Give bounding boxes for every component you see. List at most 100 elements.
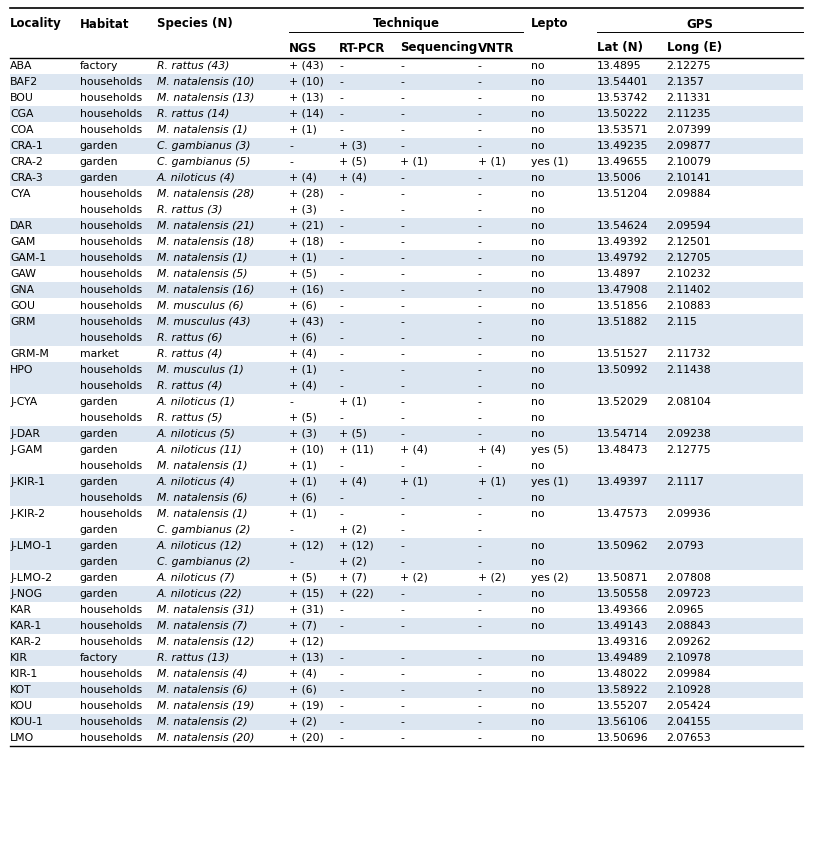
Text: 13.47573: 13.47573 [597,509,648,519]
Text: -: - [339,413,343,423]
Text: J-DAR: J-DAR [10,429,40,439]
Text: 13.49143: 13.49143 [597,621,648,631]
Text: households: households [80,493,142,503]
Text: 13.49316: 13.49316 [597,637,648,647]
Text: 2.10928: 2.10928 [667,685,711,695]
Text: Lat (N): Lat (N) [597,41,643,54]
Text: -: - [400,173,404,183]
Text: -: - [478,413,482,423]
Text: -: - [400,301,404,311]
Bar [10,714,803,730]
Text: -: - [400,733,404,743]
Text: households: households [80,605,142,615]
Text: no: no [531,333,545,343]
Bar [10,362,803,378]
Text: 2.10978: 2.10978 [667,653,711,663]
Text: + (12): + (12) [289,541,324,551]
Text: + (2): + (2) [400,573,428,583]
Text: -: - [478,349,482,359]
Text: CGA: CGA [10,109,33,119]
Text: + (31): + (31) [289,605,324,615]
Bar [10,650,803,666]
Text: -: - [478,173,482,183]
Text: -: - [400,333,404,343]
Text: -: - [400,621,404,631]
Text: + (5): + (5) [289,413,317,423]
Text: -: - [400,141,404,151]
Text: garden: garden [80,477,118,487]
Text: -: - [400,221,404,231]
Text: -: - [478,237,482,247]
Text: J-LMO-2: J-LMO-2 [10,573,52,583]
Text: -: - [400,365,404,375]
Text: -: - [478,365,482,375]
Text: M. musculus (1): M. musculus (1) [157,365,243,375]
Text: no: no [531,605,545,615]
Text: A. niloticus (1): A. niloticus (1) [157,397,236,407]
Text: M. natalensis (28): M. natalensis (28) [157,189,254,199]
Text: 13.53571: 13.53571 [597,125,648,135]
Text: CRA-1: CRA-1 [10,141,43,151]
Text: VNTR: VNTR [478,41,515,54]
Text: yes (1): yes (1) [531,477,568,487]
Text: -: - [478,317,482,327]
Text: households: households [80,125,142,135]
Text: + (2): + (2) [339,525,367,535]
Bar [10,378,803,394]
Text: 2.05424: 2.05424 [667,701,711,711]
Text: -: - [339,253,343,263]
Text: 2.09594: 2.09594 [667,221,711,231]
Text: KAR: KAR [10,605,32,615]
Text: -: - [400,93,404,103]
Text: households: households [80,301,142,311]
Text: + (13): + (13) [289,653,324,663]
Text: 13.4897: 13.4897 [597,269,641,279]
Text: -: - [339,93,343,103]
Text: garden: garden [80,157,118,167]
Text: 2.08843: 2.08843 [667,621,711,631]
Bar [10,634,803,650]
Bar [10,138,803,154]
Text: J-KIR-2: J-KIR-2 [10,509,45,519]
Text: no: no [531,365,545,375]
Text: GAM-1: GAM-1 [10,253,46,263]
Text: no: no [531,653,545,663]
Text: J-CYA: J-CYA [10,397,37,407]
Text: A. niloticus (4): A. niloticus (4) [157,477,236,487]
Text: garden: garden [80,429,118,439]
Text: -: - [339,285,343,295]
Text: -: - [400,589,404,599]
Bar [10,330,803,346]
Text: GNA: GNA [10,285,34,295]
Text: + (3): + (3) [289,429,317,439]
Text: -: - [400,61,404,71]
Bar [10,570,803,586]
Text: -: - [400,509,404,519]
Text: -: - [339,653,343,663]
Text: -: - [478,653,482,663]
Text: A. niloticus (4): A. niloticus (4) [157,173,236,183]
Text: Technique: Technique [372,17,440,30]
Text: C. gambianus (5): C. gambianus (5) [157,157,250,167]
Text: + (4): + (4) [289,381,317,391]
Text: households: households [80,685,142,695]
Text: garden: garden [80,541,118,551]
Bar [10,202,803,218]
Text: + (13): + (13) [289,93,324,103]
Text: A. niloticus (12): A. niloticus (12) [157,541,242,551]
Text: households: households [80,93,142,103]
Bar [10,506,803,522]
Bar [10,474,803,490]
Text: -: - [289,525,293,535]
Text: 13.54714: 13.54714 [597,429,648,439]
Bar [10,282,803,298]
Text: + (4): + (4) [339,173,367,183]
Text: 13.51856: 13.51856 [597,301,648,311]
Text: M. musculus (43): M. musculus (43) [157,317,250,327]
Text: -: - [339,669,343,679]
Text: -: - [339,237,343,247]
Text: -: - [400,541,404,551]
Text: KOU-1: KOU-1 [10,717,44,727]
Bar [10,394,803,410]
Text: M. natalensis (1): M. natalensis (1) [157,253,247,263]
